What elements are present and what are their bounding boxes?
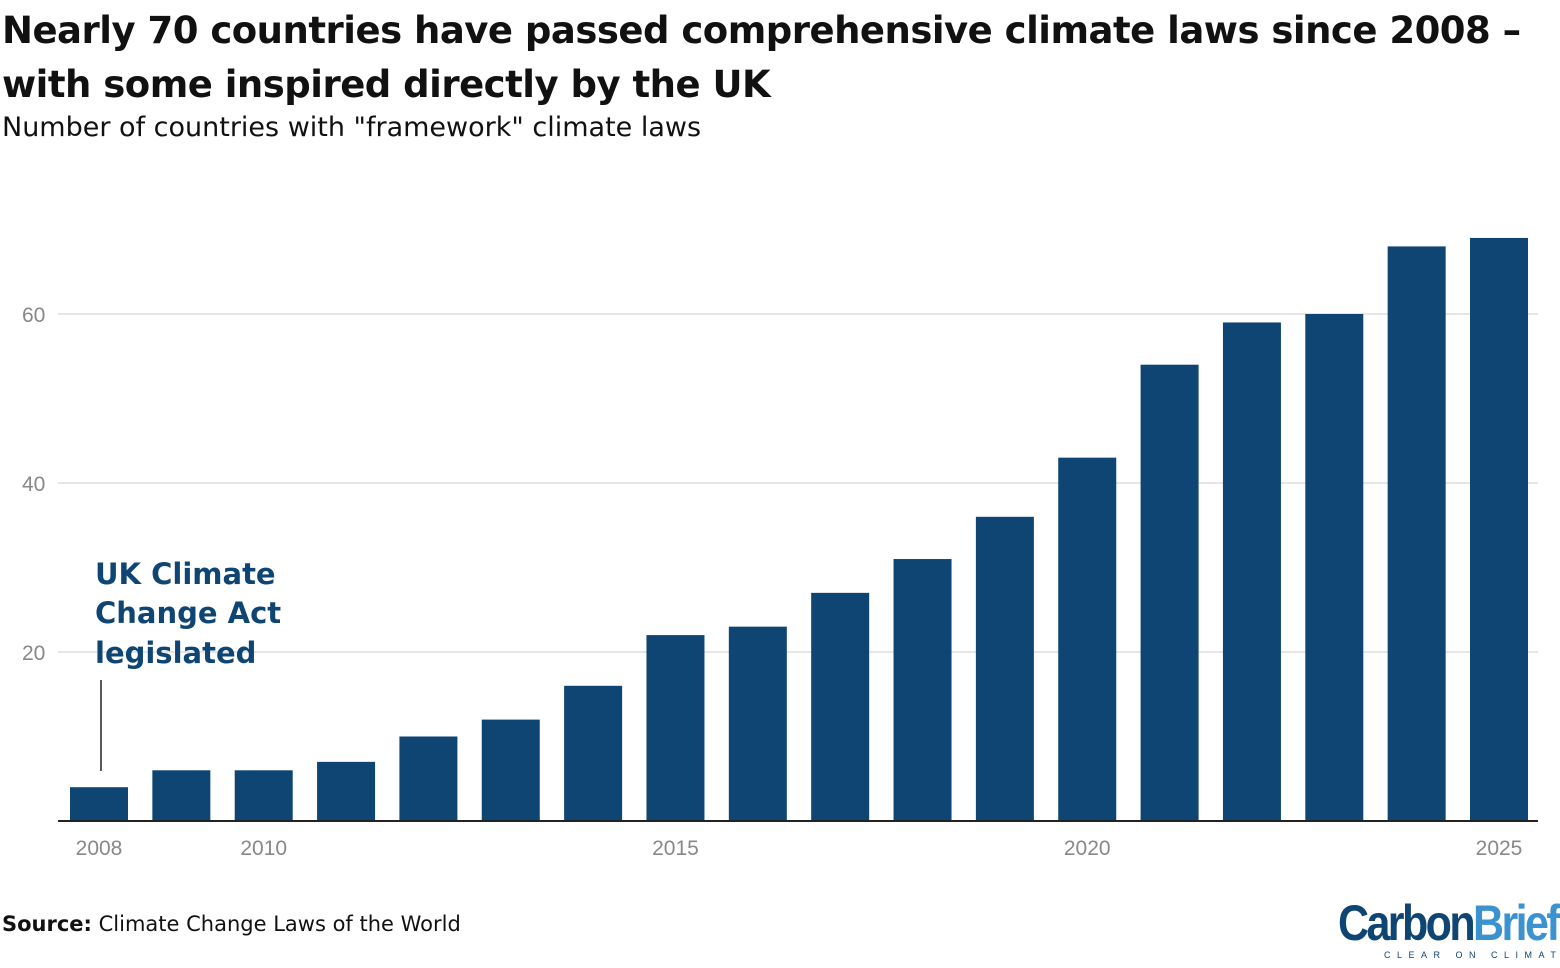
bar-2008	[70, 787, 128, 821]
bar-2018	[893, 559, 952, 821]
x-tick-label: 2015	[652, 837, 699, 860]
bar-2022	[1222, 322, 1281, 821]
y-tick-label: 60	[22, 304, 45, 327]
bar-2013	[481, 719, 540, 821]
bar-2017	[811, 592, 870, 821]
y-tick-label: 40	[22, 473, 45, 496]
x-tick-label: 2008	[76, 837, 123, 860]
annotation-line-2: Change Act	[95, 596, 281, 630]
annotation-line-3: legislated	[95, 636, 256, 670]
x-tick-label: 2020	[1064, 837, 1111, 860]
chart-subtitle: Number of countries with "framework" cli…	[2, 112, 702, 143]
logo-tagline: CLEAR ON CLIMATE	[1384, 950, 1560, 960]
bar-chart: 20 40 60 2008 2010 2015 2020 2025 UK Climate C…	[22, 237, 1538, 860]
bar-2012	[399, 736, 458, 821]
annotation-line-1: UK Climate	[95, 557, 276, 591]
bar-2016	[728, 626, 787, 821]
bar-2024	[1387, 246, 1446, 821]
bar-2015	[646, 635, 705, 821]
bar-2014	[564, 685, 623, 821]
chart-title: Nearly 70 countries have passed comprehe…	[2, 9, 1521, 106]
bar-2023	[1305, 314, 1364, 821]
bar-2010	[234, 770, 293, 821]
source-note: Source: Climate Change Laws of the World	[2, 912, 461, 936]
source-text: Climate Change Laws of the World	[98, 912, 461, 936]
logo-part1: Carbon	[1338, 895, 1476, 951]
carbonbrief-logo: CarbonBrief CLEAR ON CLIMATE	[1338, 895, 1560, 960]
y-tick-label: 20	[22, 642, 45, 665]
bar-2025	[1470, 237, 1528, 821]
x-tick-label: 2025	[1476, 837, 1523, 860]
x-tick-label: 2010	[240, 837, 287, 860]
bar-2020	[1058, 457, 1117, 821]
bar-2011	[317, 761, 376, 821]
source-label: Source:	[2, 912, 92, 936]
logo-part2: Brief	[1473, 895, 1560, 951]
bar-2009	[152, 770, 211, 821]
bar-2021	[1140, 364, 1199, 821]
bar-2019	[975, 516, 1034, 821]
